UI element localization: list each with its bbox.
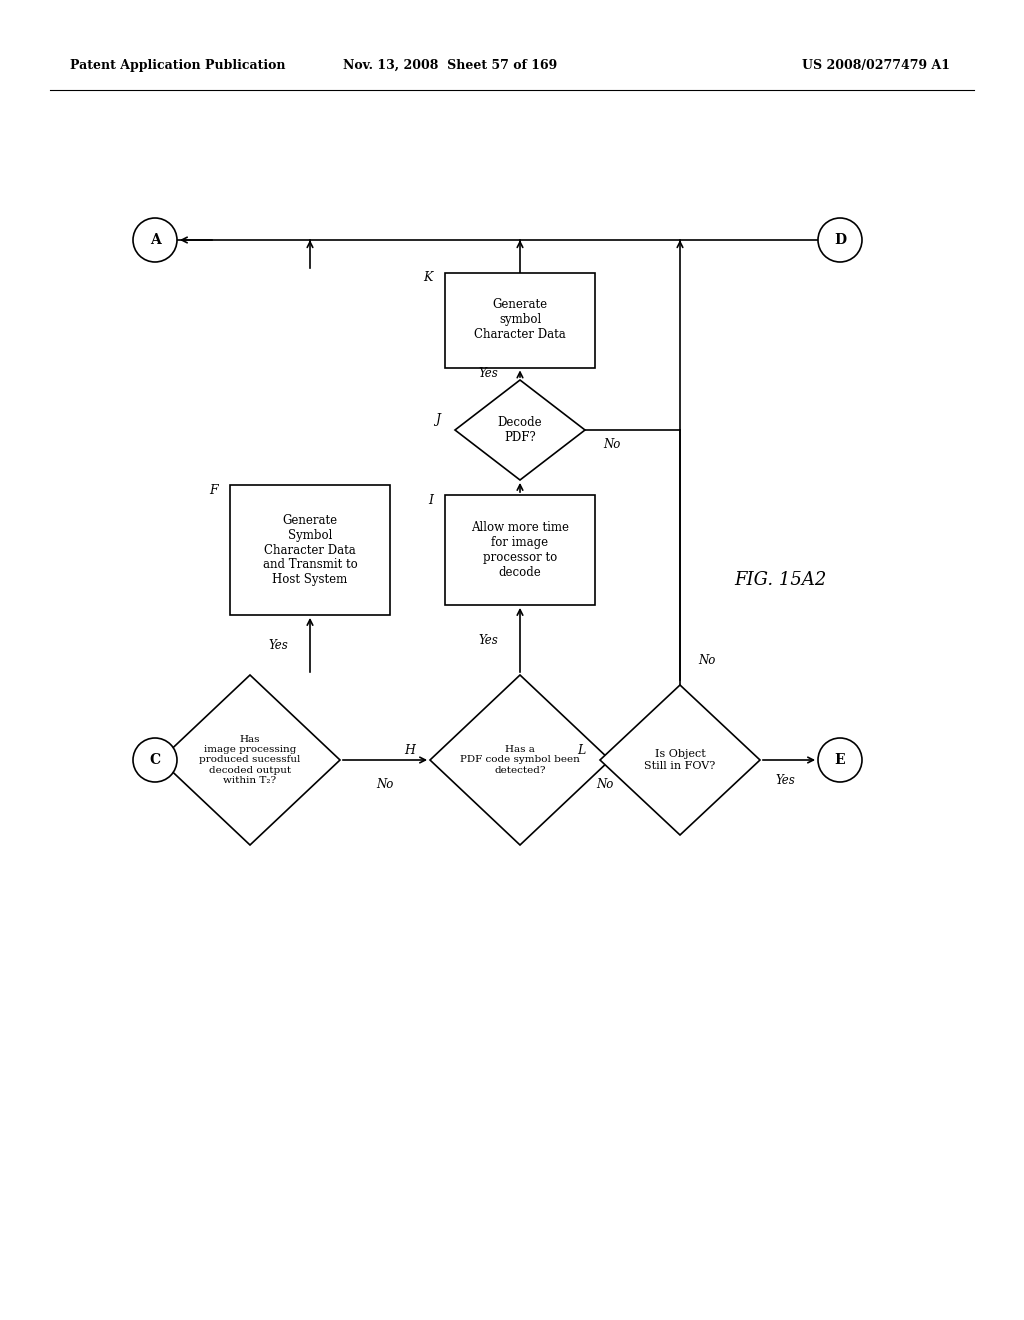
Circle shape <box>133 738 177 781</box>
Text: No: No <box>603 438 621 451</box>
Text: Yes: Yes <box>478 367 498 380</box>
Text: K: K <box>424 271 433 284</box>
Bar <box>445 495 595 605</box>
Polygon shape <box>430 675 610 845</box>
Polygon shape <box>455 380 585 480</box>
Text: US 2008/0277479 A1: US 2008/0277479 A1 <box>802 58 950 71</box>
Text: L: L <box>577 743 585 756</box>
Text: Yes: Yes <box>775 774 795 787</box>
Text: A: A <box>150 234 161 247</box>
Polygon shape <box>600 685 760 836</box>
Text: FIG. 15A2: FIG. 15A2 <box>734 572 826 589</box>
Text: J: J <box>435 413 440 426</box>
Text: F: F <box>209 483 218 496</box>
Text: Has a
PDF code symbol been
detected?: Has a PDF code symbol been detected? <box>460 744 580 775</box>
Bar <box>445 272 595 367</box>
Text: I: I <box>428 494 433 507</box>
Text: Yes: Yes <box>478 634 498 647</box>
Text: D: D <box>834 234 846 247</box>
Text: Has
image processing
produced sucessful
decoded output
within T₂?: Has image processing produced sucessful … <box>200 735 301 785</box>
Text: Is Object
Still in FOV?: Is Object Still in FOV? <box>644 750 716 771</box>
Text: E: E <box>835 752 846 767</box>
Text: Decode
PDF?: Decode PDF? <box>498 416 543 444</box>
Text: H: H <box>404 743 415 756</box>
Text: E: E <box>136 743 145 756</box>
Text: Patent Application Publication: Patent Application Publication <box>70 58 286 71</box>
Bar <box>230 484 390 615</box>
Polygon shape <box>160 675 340 845</box>
Text: C: C <box>150 752 161 767</box>
Text: No: No <box>376 779 393 792</box>
Circle shape <box>818 218 862 261</box>
Text: Generate
Symbol
Character Data
and Transmit to
Host System: Generate Symbol Character Data and Trans… <box>262 513 357 586</box>
Text: No: No <box>596 779 613 792</box>
Text: Nov. 13, 2008  Sheet 57 of 169: Nov. 13, 2008 Sheet 57 of 169 <box>343 58 557 71</box>
Text: Generate
symbol
Character Data: Generate symbol Character Data <box>474 298 566 342</box>
Text: No: No <box>698 653 716 667</box>
Circle shape <box>818 738 862 781</box>
Text: Allow more time
for image
processor to
decode: Allow more time for image processor to d… <box>471 521 569 579</box>
Text: Yes: Yes <box>268 639 288 652</box>
Circle shape <box>133 218 177 261</box>
